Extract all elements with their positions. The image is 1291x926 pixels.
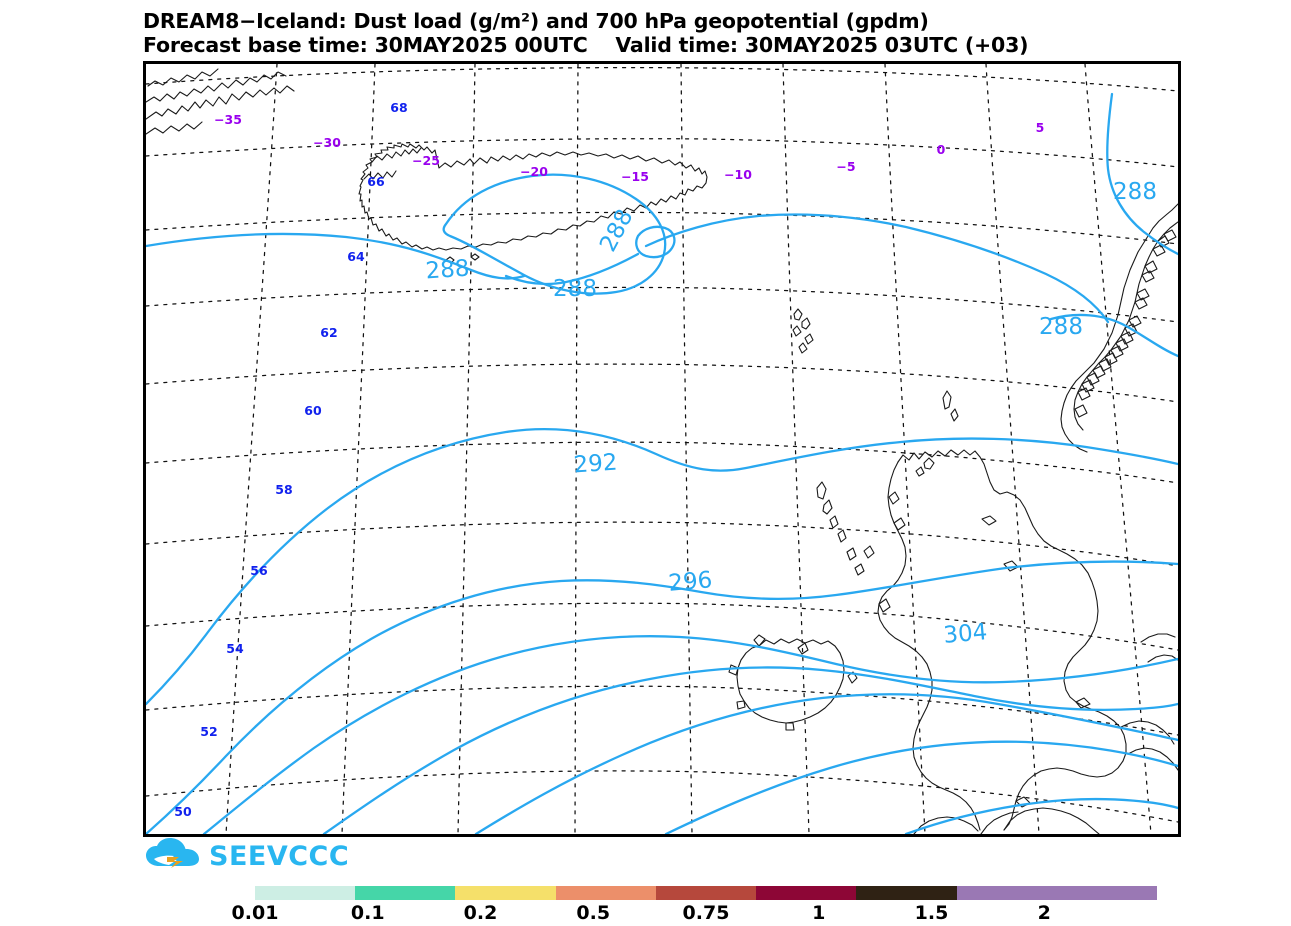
longitude-label: −30 [313, 135, 341, 150]
seevccc-logo: SEEVCCC [145, 836, 360, 876]
colorbar-tick-label: 1 [812, 902, 826, 924]
latitude-label: 56 [250, 563, 268, 578]
colorbar-strip [255, 886, 1157, 900]
logo-text: SEEVCCC [209, 840, 350, 872]
coastlines [146, 68, 1178, 834]
latitude-label: 50 [174, 804, 192, 819]
colorbar-segment [1056, 886, 1157, 900]
colorbar-segment [956, 886, 1057, 900]
colorbar-tick-label: 0.5 [576, 902, 611, 924]
longitude-label: 0 [937, 142, 946, 157]
cloud-icon [146, 838, 199, 868]
colorbar-segment [455, 886, 556, 900]
page-title: DREAM8−Iceland: Dust load (g/m²) and 700… [143, 9, 929, 33]
latitude-label: 64 [347, 249, 365, 264]
colorbar-segment [555, 886, 656, 900]
latitude-labels: 68 66 64 62 60 58 56 54 52 50 [174, 100, 407, 819]
contour-label: 304 [942, 619, 988, 649]
contour-label: 288 [1039, 314, 1083, 340]
latitude-label: 68 [390, 100, 407, 115]
colorbar-segment [655, 886, 757, 900]
contour-label: 288 [553, 276, 597, 302]
colorbar-tick-label: 0.2 [463, 902, 498, 924]
contour-label: 292 [573, 450, 619, 479]
latitude-label: 62 [320, 325, 337, 340]
longitude-label: −5 [836, 159, 855, 174]
colorbar-segment [355, 886, 456, 900]
graticule-parallels [146, 66, 1178, 823]
colorbar-tick-label: 1.5 [914, 902, 949, 924]
longitude-label: 5 [1036, 120, 1045, 135]
longitude-label: −35 [214, 112, 242, 127]
latitude-label: 52 [200, 724, 217, 739]
longitude-label: −15 [621, 169, 649, 184]
forecast-time-subtitle: Forecast base time: 30MAY2025 00UTC Vali… [143, 33, 1029, 57]
chart-title-block: DREAM8−Iceland: Dust load (g/m²) and 700… [143, 9, 1283, 57]
dust-load-colorbar: 0.01 0.1 0.2 0.5 0.75 1 1.5 2 [0, 884, 1291, 925]
longitude-label: −20 [520, 164, 548, 179]
contour-label: 288 [1113, 179, 1157, 205]
colorbar-tick-label: 0.75 [682, 902, 730, 924]
map-canvas: −35 −30 −25 −20 −15 −10 −5 0 5 68 66 64 62 60 58 56 54 5… [146, 64, 1178, 834]
colorbar-segment [856, 886, 957, 900]
longitude-label: −25 [412, 153, 440, 168]
colorbar-tick-labels: 0.01 0.1 0.2 0.5 0.75 1 1.5 2 [232, 902, 1157, 926]
contour-label: 288 [425, 256, 471, 285]
contour-label: 296 [667, 567, 713, 597]
colorbar-tick-label: 0.1 [350, 902, 385, 924]
latitude-label: 58 [275, 482, 292, 497]
latitude-label: 66 [367, 174, 385, 189]
colorbar-segment [756, 886, 857, 900]
map-frame: −35 −30 −25 −20 −15 −10 −5 0 5 68 66 64 62 60 58 56 54 5… [143, 61, 1181, 837]
colorbar-tick-label: 0.01 [231, 902, 279, 924]
colorbar-segment [255, 886, 356, 900]
colorbar-tick-label: 2 [1037, 902, 1051, 924]
longitude-labels: −35 −30 −25 −20 −15 −10 −5 0 5 [214, 112, 1044, 184]
longitude-label: −10 [724, 167, 752, 182]
latitude-label: 60 [304, 403, 322, 418]
geopotential-contours [146, 92, 1178, 834]
latitude-label: 54 [226, 641, 244, 656]
